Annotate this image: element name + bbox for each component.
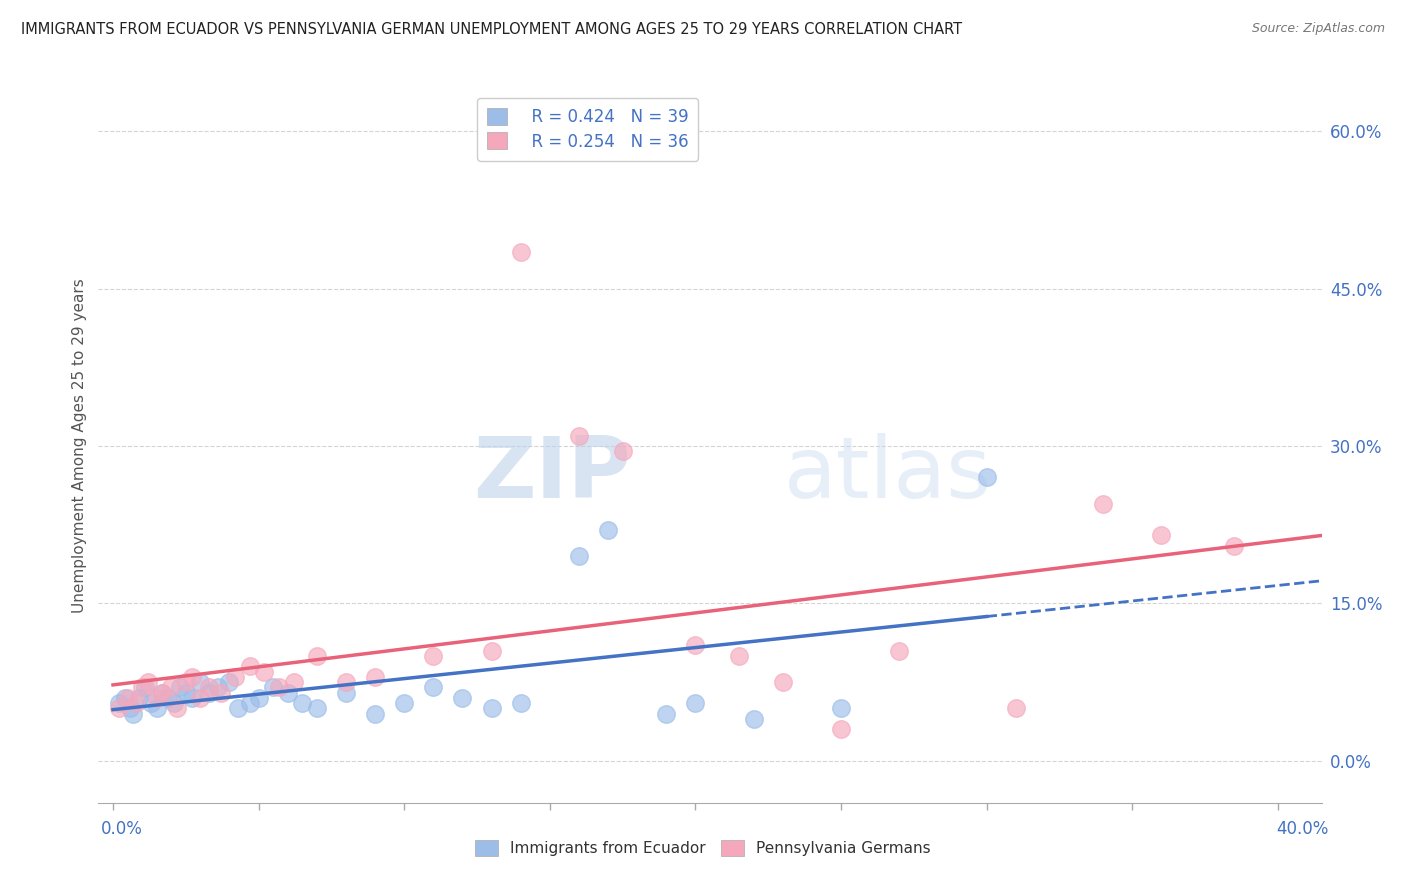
Point xyxy=(655,706,678,721)
Point xyxy=(509,244,531,259)
Point xyxy=(166,701,188,715)
Point xyxy=(145,690,167,705)
Text: Source: ZipAtlas.com: Source: ZipAtlas.com xyxy=(1251,22,1385,36)
Point xyxy=(188,675,212,690)
Point xyxy=(422,681,444,695)
Point xyxy=(305,648,328,663)
Point xyxy=(247,690,270,705)
Point xyxy=(136,675,159,690)
Point xyxy=(277,685,299,699)
Point xyxy=(180,670,202,684)
Point xyxy=(685,639,707,653)
Point xyxy=(218,675,240,690)
Point xyxy=(283,675,305,690)
Point xyxy=(117,690,139,705)
Point xyxy=(830,723,852,737)
Point xyxy=(976,470,998,484)
Point xyxy=(451,690,474,705)
Point xyxy=(209,685,232,699)
Point xyxy=(253,665,276,679)
Point xyxy=(163,696,186,710)
Point xyxy=(198,685,221,699)
Point xyxy=(1092,497,1115,511)
Point xyxy=(128,690,150,705)
Point xyxy=(122,706,145,721)
Point xyxy=(364,670,387,684)
Y-axis label: Unemployment Among Ages 25 to 29 years: Unemployment Among Ages 25 to 29 years xyxy=(72,278,87,614)
Point xyxy=(335,675,357,690)
Point xyxy=(207,681,229,695)
Point xyxy=(1004,701,1026,715)
Point xyxy=(224,670,246,684)
Point xyxy=(335,685,357,699)
Text: IMMIGRANTS FROM ECUADOR VS PENNSYLVANIA GERMAN UNEMPLOYMENT AMONG AGES 25 TO 29 : IMMIGRANTS FROM ECUADOR VS PENNSYLVANIA … xyxy=(21,22,962,37)
Point xyxy=(262,681,284,695)
Point xyxy=(568,549,591,564)
Point xyxy=(394,696,416,710)
Point xyxy=(174,685,197,699)
Legend:   R = 0.424   N = 39,   R = 0.254   N = 36: R = 0.424 N = 39, R = 0.254 N = 36 xyxy=(477,97,699,161)
Point xyxy=(481,643,503,657)
Text: ZIP: ZIP xyxy=(472,433,630,516)
Point xyxy=(134,681,156,695)
Point xyxy=(160,681,183,695)
Point xyxy=(772,675,794,690)
Point xyxy=(174,675,197,690)
Point xyxy=(568,428,591,442)
Point xyxy=(239,659,262,673)
Point xyxy=(481,701,503,715)
Point xyxy=(612,444,634,458)
Point xyxy=(108,701,131,715)
Text: atlas: atlas xyxy=(783,433,991,516)
Point xyxy=(188,690,212,705)
Point xyxy=(180,690,202,705)
Point xyxy=(157,690,180,705)
Point xyxy=(1223,539,1246,553)
Point xyxy=(305,701,328,715)
Point xyxy=(108,696,131,710)
Point xyxy=(152,685,174,699)
Point xyxy=(114,690,136,705)
Point xyxy=(120,701,142,715)
Legend: Immigrants from Ecuador, Pennsylvania Germans: Immigrants from Ecuador, Pennsylvania Ge… xyxy=(470,834,936,862)
Point xyxy=(267,681,290,695)
Point xyxy=(889,643,911,657)
Point xyxy=(728,648,751,663)
Point xyxy=(131,681,153,695)
Point xyxy=(152,685,174,699)
Point xyxy=(509,696,531,710)
Point xyxy=(1150,528,1173,542)
Point xyxy=(742,712,765,726)
Point xyxy=(198,681,221,695)
Point xyxy=(226,701,249,715)
Point xyxy=(830,701,852,715)
Point xyxy=(364,706,387,721)
Point xyxy=(422,648,444,663)
Point xyxy=(125,696,148,710)
Point xyxy=(239,696,262,710)
Text: 0.0%: 0.0% xyxy=(101,820,143,838)
Text: 40.0%: 40.0% xyxy=(1277,820,1329,838)
Point xyxy=(291,696,314,710)
Point xyxy=(139,696,162,710)
Point xyxy=(685,696,707,710)
Point xyxy=(145,701,167,715)
Point xyxy=(598,523,620,537)
Point xyxy=(169,681,191,695)
